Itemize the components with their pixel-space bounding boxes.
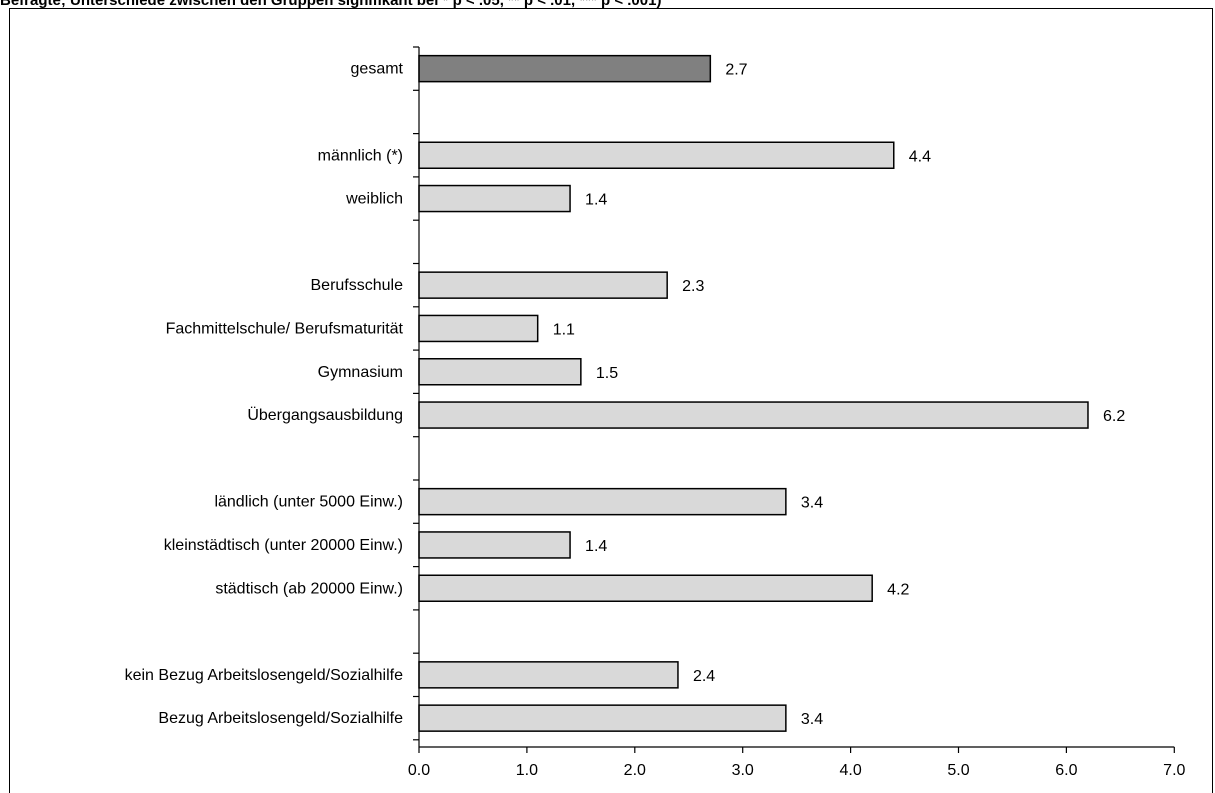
x-tick-label: 2.0 [624,762,646,779]
category-label: Übergangsausbildung [247,406,403,424]
value-label: 4.4 [909,148,931,165]
bar [418,271,668,299]
category-label: ländlich (unter 5000 Einw.) [214,494,403,511]
bar [418,184,571,213]
category-label: Fachmittelschule/ Berufsmaturität [166,320,404,337]
x-tick-label: 3.0 [732,762,754,779]
category-label: kleinstädtisch (unter 20000 Einw.) [164,537,403,554]
x-tick-label: 1.0 [516,762,538,779]
value-label: 1.4 [585,192,607,209]
horizontal-bar-chart: gesamt männlich (*) weiblich Berufsschule Fa… [125,46,1186,779]
bar [418,401,1089,429]
category-label: Berufsschule [311,277,404,294]
value-label: 4.2 [887,581,909,598]
x-tick-label: 5.0 [947,762,969,779]
value-label: 3.4 [801,711,823,728]
value-label: 2.7 [725,62,747,79]
category-label: Gymnasium [318,364,403,381]
chart-frame: gesamt männlich (*) weiblich Berufsschule Fa… [9,8,1213,793]
category-labels-layer: gesamt männlich (*) weiblich Berufsschule Fa… [125,61,404,728]
x-tick-label: 4.0 [839,762,861,779]
bar [418,314,539,343]
x-tick-label: 6.0 [1055,762,1077,779]
axes-layer: 0.0 1.0 2.0 3.0 4.0 5.0 6.0 7.0 [408,46,1186,779]
category-label: kein Bezug Arbeitslosengeld/Sozialhilfe [125,667,404,684]
bar [418,574,873,602]
value-label: 1.4 [585,538,607,555]
value-label: 6.2 [1103,408,1125,425]
value-label: 2.4 [693,668,715,685]
bar [418,487,787,516]
x-tick-label: 0.0 [408,762,430,779]
category-label: Bezug Arbeitslosengeld/Sozialhilfe [158,710,403,727]
value-label: 1.5 [596,365,618,382]
bar-total [418,54,712,83]
value-label: 2.3 [682,278,704,295]
value-label: 3.4 [801,495,823,512]
bars-layer [418,54,1089,732]
category-label: städtisch (ab 20000 Einw.) [215,580,403,597]
value-label: 1.1 [553,321,575,338]
bar [418,141,895,169]
value-labels-layer: 2.7 4.4 1.4 2.3 1.1 1.5 6.2 3.4 1.4 4.2 2.4 3.4 [553,62,1126,729]
bar [418,358,582,386]
chart-header-note: Befragte; Unterschiede zwischen den Grup… [0,0,662,9]
category-label: weiblich [345,191,403,208]
x-tick-label: 7.0 [1163,762,1185,779]
bar [418,531,571,559]
category-label: gesamt [351,61,404,78]
category-label: männlich (*) [318,147,403,164]
bar [418,704,787,732]
bar [418,661,679,689]
